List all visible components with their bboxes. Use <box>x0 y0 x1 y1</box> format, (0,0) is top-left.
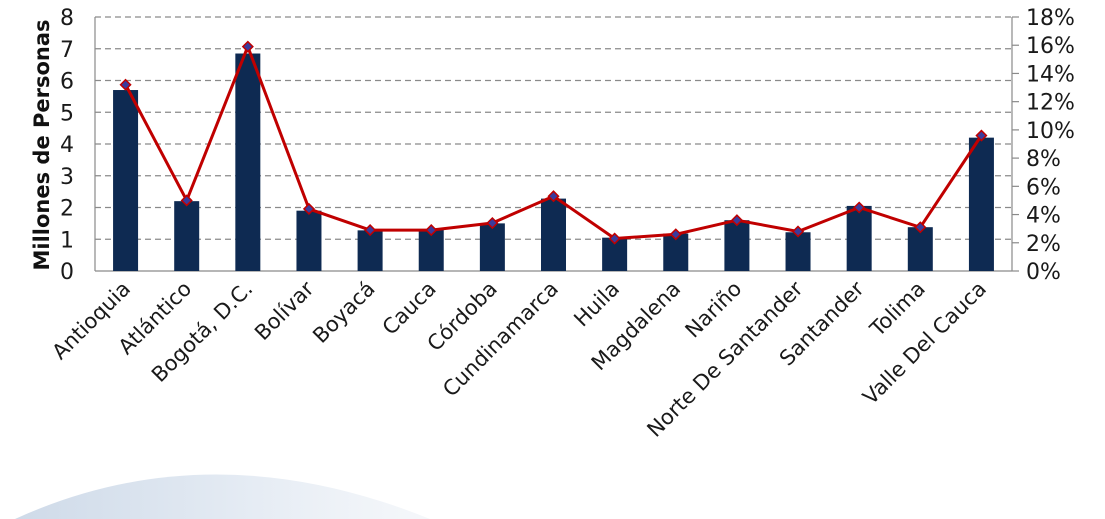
bar-series <box>113 53 994 272</box>
category-label: Huila <box>569 277 624 332</box>
line-marker <box>669 228 682 241</box>
y2-tick-label: 10% <box>1026 119 1075 144</box>
y2-tick-label: 4% <box>1026 204 1061 229</box>
bar <box>357 230 383 271</box>
category-label: Boyacá <box>308 277 379 348</box>
bar <box>541 198 566 271</box>
bar <box>724 220 750 271</box>
line-marker <box>241 40 254 53</box>
bar <box>174 201 200 271</box>
y-tick-label: 4 <box>60 133 74 158</box>
bar <box>113 90 139 272</box>
y-axis-ticks: 0 1 2 3 4 5 6 7 8 <box>60 6 74 285</box>
line-marker <box>547 190 560 203</box>
y-tick-label: 8 <box>60 6 74 31</box>
line-marker <box>791 225 805 238</box>
y-tick-label: 7 <box>60 38 74 63</box>
line-marker <box>730 214 743 227</box>
y2-tick-label: 6% <box>1026 175 1061 200</box>
y-tick-label: 2 <box>60 197 74 222</box>
bar <box>479 223 505 271</box>
y-tick-label: 3 <box>60 165 74 190</box>
y2-tick-label: 0% <box>1026 260 1061 285</box>
category-label: Bolívar <box>250 276 319 345</box>
background-arc <box>15 474 430 519</box>
line-marker <box>914 221 927 234</box>
category-label: Cundinamarca <box>438 277 563 402</box>
bar <box>907 227 933 271</box>
bar <box>968 137 994 271</box>
line-marker <box>975 129 988 142</box>
line-marker <box>119 78 132 91</box>
line-marker <box>364 224 377 237</box>
y2-tick-label: 14% <box>1026 62 1075 87</box>
y-axis-label: Millones de Personas <box>30 19 54 270</box>
y-tick-label: 5 <box>60 101 74 126</box>
line-marker <box>180 194 193 207</box>
line-marker <box>425 224 438 237</box>
y2-axis-ticks: 0% 2% 4% 6% 8% 10% 12% 14% 16% 18% <box>1026 6 1075 285</box>
y2-tick-label: 12% <box>1026 91 1075 116</box>
bar <box>296 210 322 271</box>
y2-tick-label: 2% <box>1026 232 1061 257</box>
y-tick-label: 1 <box>60 228 74 253</box>
y2-tick-label: 16% <box>1026 34 1075 59</box>
line-marker <box>608 232 621 245</box>
line-marker <box>853 201 866 214</box>
line-marker <box>486 216 499 230</box>
bar <box>846 205 872 271</box>
bar <box>785 232 811 271</box>
y-tick-label: 0 <box>60 260 74 285</box>
line-markers <box>119 40 988 245</box>
bar <box>235 53 261 272</box>
y-tick-label: 6 <box>60 70 74 95</box>
y2-tick-label: 18% <box>1026 6 1075 31</box>
line-marker <box>302 202 316 215</box>
y2-tick-label: 8% <box>1026 147 1061 172</box>
